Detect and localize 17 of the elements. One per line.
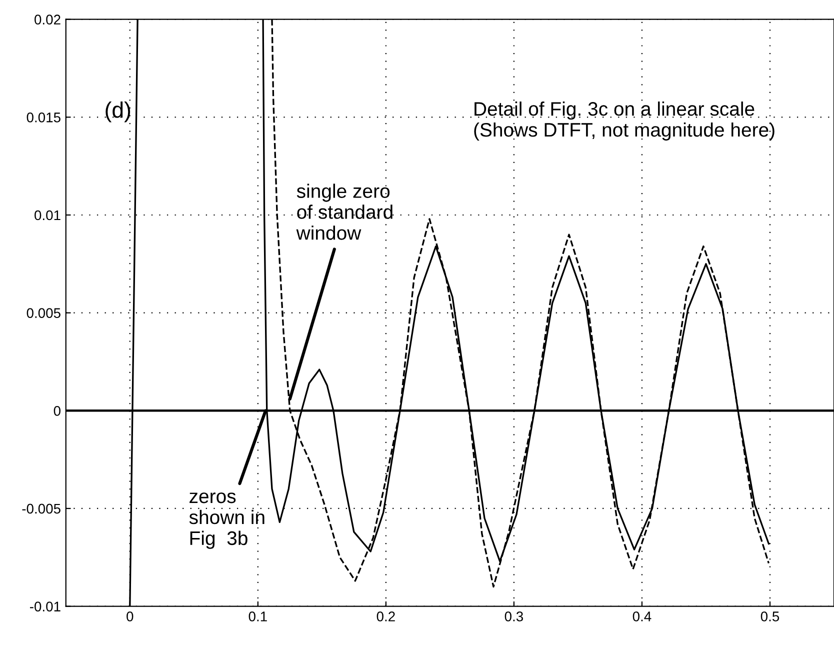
x-tick-label: 0 (126, 612, 134, 622)
y-tick-label: -0.01 (30, 602, 60, 612)
x-tick-label: 0.1 (248, 612, 267, 622)
annotation: single zero of standard window (296, 184, 392, 240)
y-tick-label: 0.02 (34, 14, 60, 25)
x-tick-label: 0.4 (632, 612, 652, 622)
x-tick-label: 0.3 (504, 612, 523, 622)
annotation: Detail of Fig. 3c on a linear scale (Shows DTFT, not magnitude here) (474, 102, 774, 141)
y-tick-label: 0 (54, 406, 60, 416)
y-tick-label: 0.005 (26, 308, 60, 318)
x-tick-label: 0.2 (376, 612, 395, 622)
y-tick-label: 0.015 (26, 112, 60, 122)
y-tick-label: -0.005 (22, 504, 60, 514)
y-tick-label: 0.01 (34, 210, 60, 220)
annotation: zeros shown in Fig 3b (189, 492, 264, 549)
annotation: (d) (106, 102, 130, 122)
x-tick-label: 0.5 (760, 612, 780, 622)
